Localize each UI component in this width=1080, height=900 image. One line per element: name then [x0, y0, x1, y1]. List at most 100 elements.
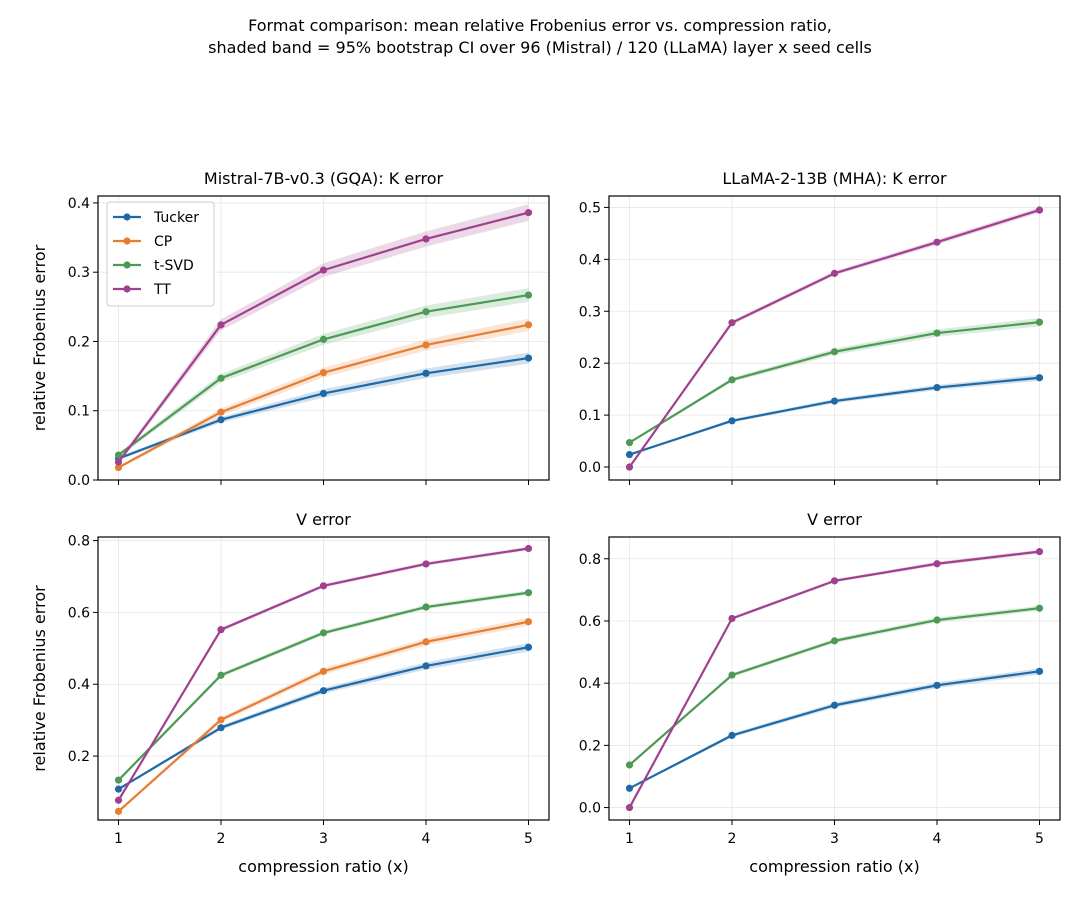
data-point-t-svd	[625, 439, 634, 447]
data-point-cp	[422, 341, 430, 349]
data-point-t-svd	[422, 308, 430, 316]
data-point-t-svd	[728, 376, 736, 384]
y-tick-label: 0.4	[68, 196, 90, 212]
data-point-t-svd	[319, 629, 328, 637]
data-point-tt	[625, 803, 634, 812]
data-point-t-svd	[625, 761, 634, 769]
ci-band-t-svd	[118, 288, 529, 458]
data-point-tt	[114, 796, 123, 804]
data-point-cp	[114, 463, 123, 472]
data-point-tt	[524, 544, 533, 553]
figure-title-line-2: shaded band = 95% bootstrap CI over 96 (…	[208, 38, 872, 57]
y-tick-label: 0.6	[579, 614, 601, 630]
x-tick-label: 1	[114, 831, 123, 847]
y-tick-label: 0.2	[579, 738, 601, 754]
data-point-tt	[319, 582, 328, 590]
data-point-tt	[728, 319, 736, 327]
y-tick-label: 0.2	[68, 334, 90, 350]
data-point-cp	[217, 408, 225, 416]
data-point-cp	[319, 369, 328, 377]
data-point-tucker	[830, 701, 839, 709]
x-tick-label: 1	[625, 831, 634, 847]
data-point-tt	[728, 614, 736, 623]
x-tick-label: 2	[217, 831, 226, 847]
data-point-tt	[319, 266, 328, 274]
data-point-t-svd	[524, 291, 533, 299]
data-point-tt	[422, 235, 430, 243]
x-tick-label: 3	[830, 831, 839, 847]
data-point-tucker	[933, 681, 941, 689]
data-point-tucker	[319, 389, 328, 398]
data-point-cp	[319, 667, 328, 675]
y-tick-label: 0.2	[68, 749, 90, 765]
data-point-t-svd	[933, 616, 941, 624]
data-point-tt	[524, 209, 533, 217]
legend-box	[106, 201, 215, 307]
data-point-t-svd	[728, 671, 736, 679]
data-point-tucker	[728, 731, 736, 740]
y-tick-label: 0.0	[579, 801, 601, 817]
data-point-tt	[422, 560, 430, 568]
x-tick-label: 2	[728, 831, 737, 847]
ci-band-tt	[118, 204, 529, 465]
data-point-tt	[1035, 206, 1044, 214]
legend: Tucker CP t-SVD TT	[106, 201, 215, 307]
data-point-t-svd	[114, 776, 123, 784]
legend-marker-tt	[123, 285, 131, 293]
x-axis-label: compression ratio (x)	[749, 857, 919, 876]
panel-title: V error	[296, 510, 351, 529]
data-point-cp	[524, 321, 533, 329]
data-point-tt	[114, 458, 123, 466]
y-tick-label: 0.3	[579, 304, 601, 320]
data-point-tucker	[422, 369, 430, 377]
y-tick-label: 0.8	[68, 534, 90, 550]
data-point-t-svd	[319, 335, 328, 343]
legend-marker-t-svd	[123, 261, 131, 269]
data-point-cp	[524, 618, 533, 626]
chart-panel-4: 1 2 3 4 5 0.0 0.2 0.4 0.6 0.8 V error compression r…	[579, 510, 1061, 876]
y-tick-label: 0.3	[68, 265, 90, 281]
data-point-t-svd	[830, 637, 839, 645]
data-point-t-svd	[933, 329, 941, 337]
x-tick-label: 5	[524, 831, 533, 847]
chart-panel-3: 1 2 3 4 5 0.2 0.4 0.6 0.8 V error compression rati…	[30, 510, 550, 876]
legend-label-t-svd: t-SVD	[154, 258, 194, 274]
y-tick-label: 0.4	[579, 252, 601, 268]
data-point-t-svd	[114, 451, 123, 459]
y-tick-label: 0.8	[579, 552, 601, 568]
y-tick-label: 0.0	[68, 473, 90, 489]
x-tick-label: 4	[422, 831, 431, 847]
data-point-tucker	[422, 662, 430, 670]
data-point-tt	[830, 577, 839, 585]
data-point-cp	[217, 716, 225, 724]
data-point-tucker	[524, 354, 533, 362]
data-point-t-svd	[1035, 604, 1044, 612]
ci-band-tucker	[118, 642, 529, 791]
y-tick-label: 0.1	[579, 408, 601, 424]
legend-label-cp: CP	[154, 234, 172, 250]
x-tick-label: 5	[1035, 831, 1044, 847]
legend-label-tucker: Tucker	[153, 210, 199, 226]
data-point-tucker	[217, 416, 225, 424]
chart-panel-1: 0.0 0.1 0.2 0.3 0.4 Mistral-7B-v0.3 (GQA): K …	[30, 169, 550, 489]
data-point-t-svd	[830, 348, 839, 356]
y-tick-label: 0.5	[579, 200, 601, 216]
data-point-tucker	[1035, 374, 1044, 382]
data-point-t-svd	[1035, 318, 1044, 326]
y-tick-label: 0.4	[68, 677, 90, 693]
data-point-tucker	[625, 784, 634, 792]
y-axis-label: relative Frobenius error	[30, 585, 49, 772]
data-point-tt	[217, 321, 225, 329]
legend-label-tt: TT	[153, 282, 171, 298]
panel-title: LLaMA-2-13B (MHA): K error	[722, 169, 947, 188]
figure-title-line-1: Format comparison: mean relative Frobeni…	[248, 16, 832, 35]
legend-marker-tucker	[123, 213, 131, 221]
x-tick-label: 4	[933, 831, 942, 847]
data-point-tt	[933, 238, 941, 246]
data-point-tt	[830, 269, 839, 277]
data-point-tucker	[524, 643, 533, 651]
data-point-tucker	[728, 417, 736, 425]
data-point-tt	[1035, 548, 1044, 556]
